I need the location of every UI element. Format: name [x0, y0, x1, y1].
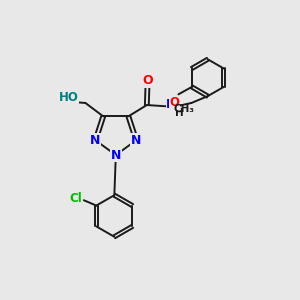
Text: N: N — [111, 148, 121, 162]
Text: N: N — [131, 134, 141, 147]
Text: N: N — [166, 98, 177, 111]
Text: Cl: Cl — [69, 192, 82, 205]
Text: CH₃: CH₃ — [174, 104, 195, 114]
Text: O: O — [170, 96, 180, 109]
Text: N: N — [90, 134, 101, 147]
Text: O: O — [142, 74, 153, 87]
Text: H: H — [175, 108, 184, 118]
Text: HO: HO — [58, 91, 78, 104]
